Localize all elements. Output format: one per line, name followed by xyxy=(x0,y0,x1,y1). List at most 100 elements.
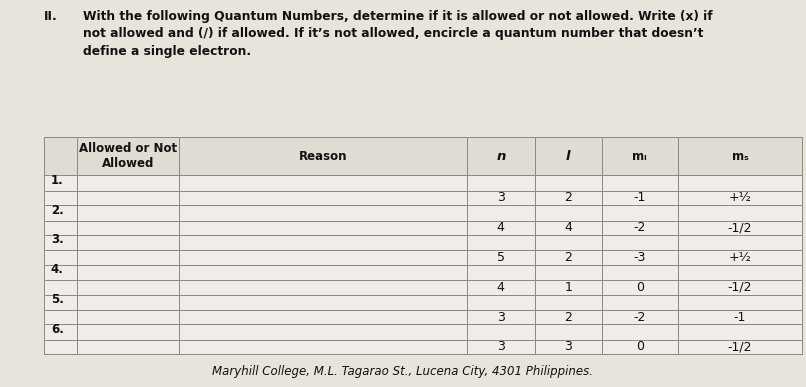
Bar xyxy=(534,235,602,250)
Text: mₗ: mₗ xyxy=(633,150,647,163)
Bar xyxy=(678,310,802,324)
Bar xyxy=(678,191,802,205)
Text: 2: 2 xyxy=(564,251,572,264)
Text: -2: -2 xyxy=(634,311,646,324)
Bar xyxy=(602,265,678,280)
Bar xyxy=(678,265,802,280)
Text: -1/2: -1/2 xyxy=(728,341,752,353)
Text: 3.: 3. xyxy=(51,233,64,247)
Bar xyxy=(77,235,179,250)
Text: +½: +½ xyxy=(729,251,751,264)
Bar xyxy=(678,221,802,235)
Text: n: n xyxy=(496,150,505,163)
Text: Allowed or Not
Allowed: Allowed or Not Allowed xyxy=(79,142,177,170)
Bar xyxy=(179,137,467,175)
Text: 4: 4 xyxy=(496,281,505,294)
Text: 6.: 6. xyxy=(51,323,64,336)
Bar xyxy=(602,324,678,340)
Bar xyxy=(44,265,77,280)
Text: l: l xyxy=(566,150,571,163)
Bar xyxy=(602,191,678,205)
Bar xyxy=(534,250,602,265)
Bar xyxy=(602,137,678,175)
Bar xyxy=(602,221,678,235)
Bar xyxy=(678,280,802,295)
Bar xyxy=(467,280,534,295)
Bar xyxy=(467,265,534,280)
Bar xyxy=(534,175,602,191)
Text: -1: -1 xyxy=(634,192,646,204)
Text: -3: -3 xyxy=(634,251,646,264)
Text: 4: 4 xyxy=(564,221,572,234)
Bar xyxy=(179,295,467,310)
Text: Reason: Reason xyxy=(299,150,347,163)
Bar xyxy=(179,221,467,235)
Bar xyxy=(77,250,179,265)
Bar xyxy=(678,137,802,175)
Bar xyxy=(534,324,602,340)
Text: 4: 4 xyxy=(496,221,505,234)
Bar xyxy=(467,295,534,310)
Bar xyxy=(77,280,179,295)
Bar xyxy=(602,205,678,221)
Text: 3: 3 xyxy=(564,341,572,353)
Bar xyxy=(44,295,77,310)
Bar xyxy=(44,205,77,221)
Bar xyxy=(678,250,802,265)
Text: 0: 0 xyxy=(636,281,644,294)
Text: 3: 3 xyxy=(496,341,505,353)
Bar xyxy=(602,235,678,250)
Bar xyxy=(44,280,77,295)
Bar xyxy=(179,310,467,324)
Bar xyxy=(77,324,179,340)
Bar xyxy=(467,340,534,354)
Bar xyxy=(44,340,77,354)
Bar xyxy=(44,235,77,250)
Bar xyxy=(179,191,467,205)
Text: With the following Quantum Numbers, determine if it is allowed or not allowed. W: With the following Quantum Numbers, dete… xyxy=(83,10,713,58)
Bar xyxy=(77,340,179,354)
Text: -1/2: -1/2 xyxy=(728,281,752,294)
Text: Maryhill College, M.L. Tagarao St., Lucena City, 4301 Philippines.: Maryhill College, M.L. Tagarao St., Luce… xyxy=(213,365,593,378)
Bar xyxy=(179,205,467,221)
Bar xyxy=(179,175,467,191)
Text: 0: 0 xyxy=(636,341,644,353)
Bar xyxy=(678,340,802,354)
Bar xyxy=(179,235,467,250)
Bar xyxy=(534,205,602,221)
Text: -1/2: -1/2 xyxy=(728,221,752,234)
Bar xyxy=(77,191,179,205)
Bar xyxy=(467,175,534,191)
Bar xyxy=(179,250,467,265)
Text: 1.: 1. xyxy=(51,174,64,187)
Text: 4.: 4. xyxy=(51,263,64,276)
Bar xyxy=(602,310,678,324)
Bar xyxy=(602,340,678,354)
Bar xyxy=(44,221,77,235)
Bar xyxy=(467,221,534,235)
Bar xyxy=(534,265,602,280)
Bar xyxy=(678,205,802,221)
Bar xyxy=(44,137,77,175)
Bar xyxy=(77,221,179,235)
Bar xyxy=(467,324,534,340)
Bar xyxy=(44,175,77,191)
Bar xyxy=(534,295,602,310)
Bar xyxy=(534,310,602,324)
Bar xyxy=(44,310,77,324)
Bar xyxy=(44,324,77,340)
Bar xyxy=(77,310,179,324)
Text: +½: +½ xyxy=(729,192,751,204)
Bar xyxy=(534,340,602,354)
Bar xyxy=(77,137,179,175)
Bar xyxy=(678,324,802,340)
Text: 3: 3 xyxy=(496,311,505,324)
Bar xyxy=(44,250,77,265)
Text: 1: 1 xyxy=(564,281,572,294)
Bar xyxy=(77,175,179,191)
Bar xyxy=(467,205,534,221)
Bar xyxy=(678,175,802,191)
Text: 3: 3 xyxy=(496,192,505,204)
Bar xyxy=(467,137,534,175)
Bar xyxy=(467,191,534,205)
